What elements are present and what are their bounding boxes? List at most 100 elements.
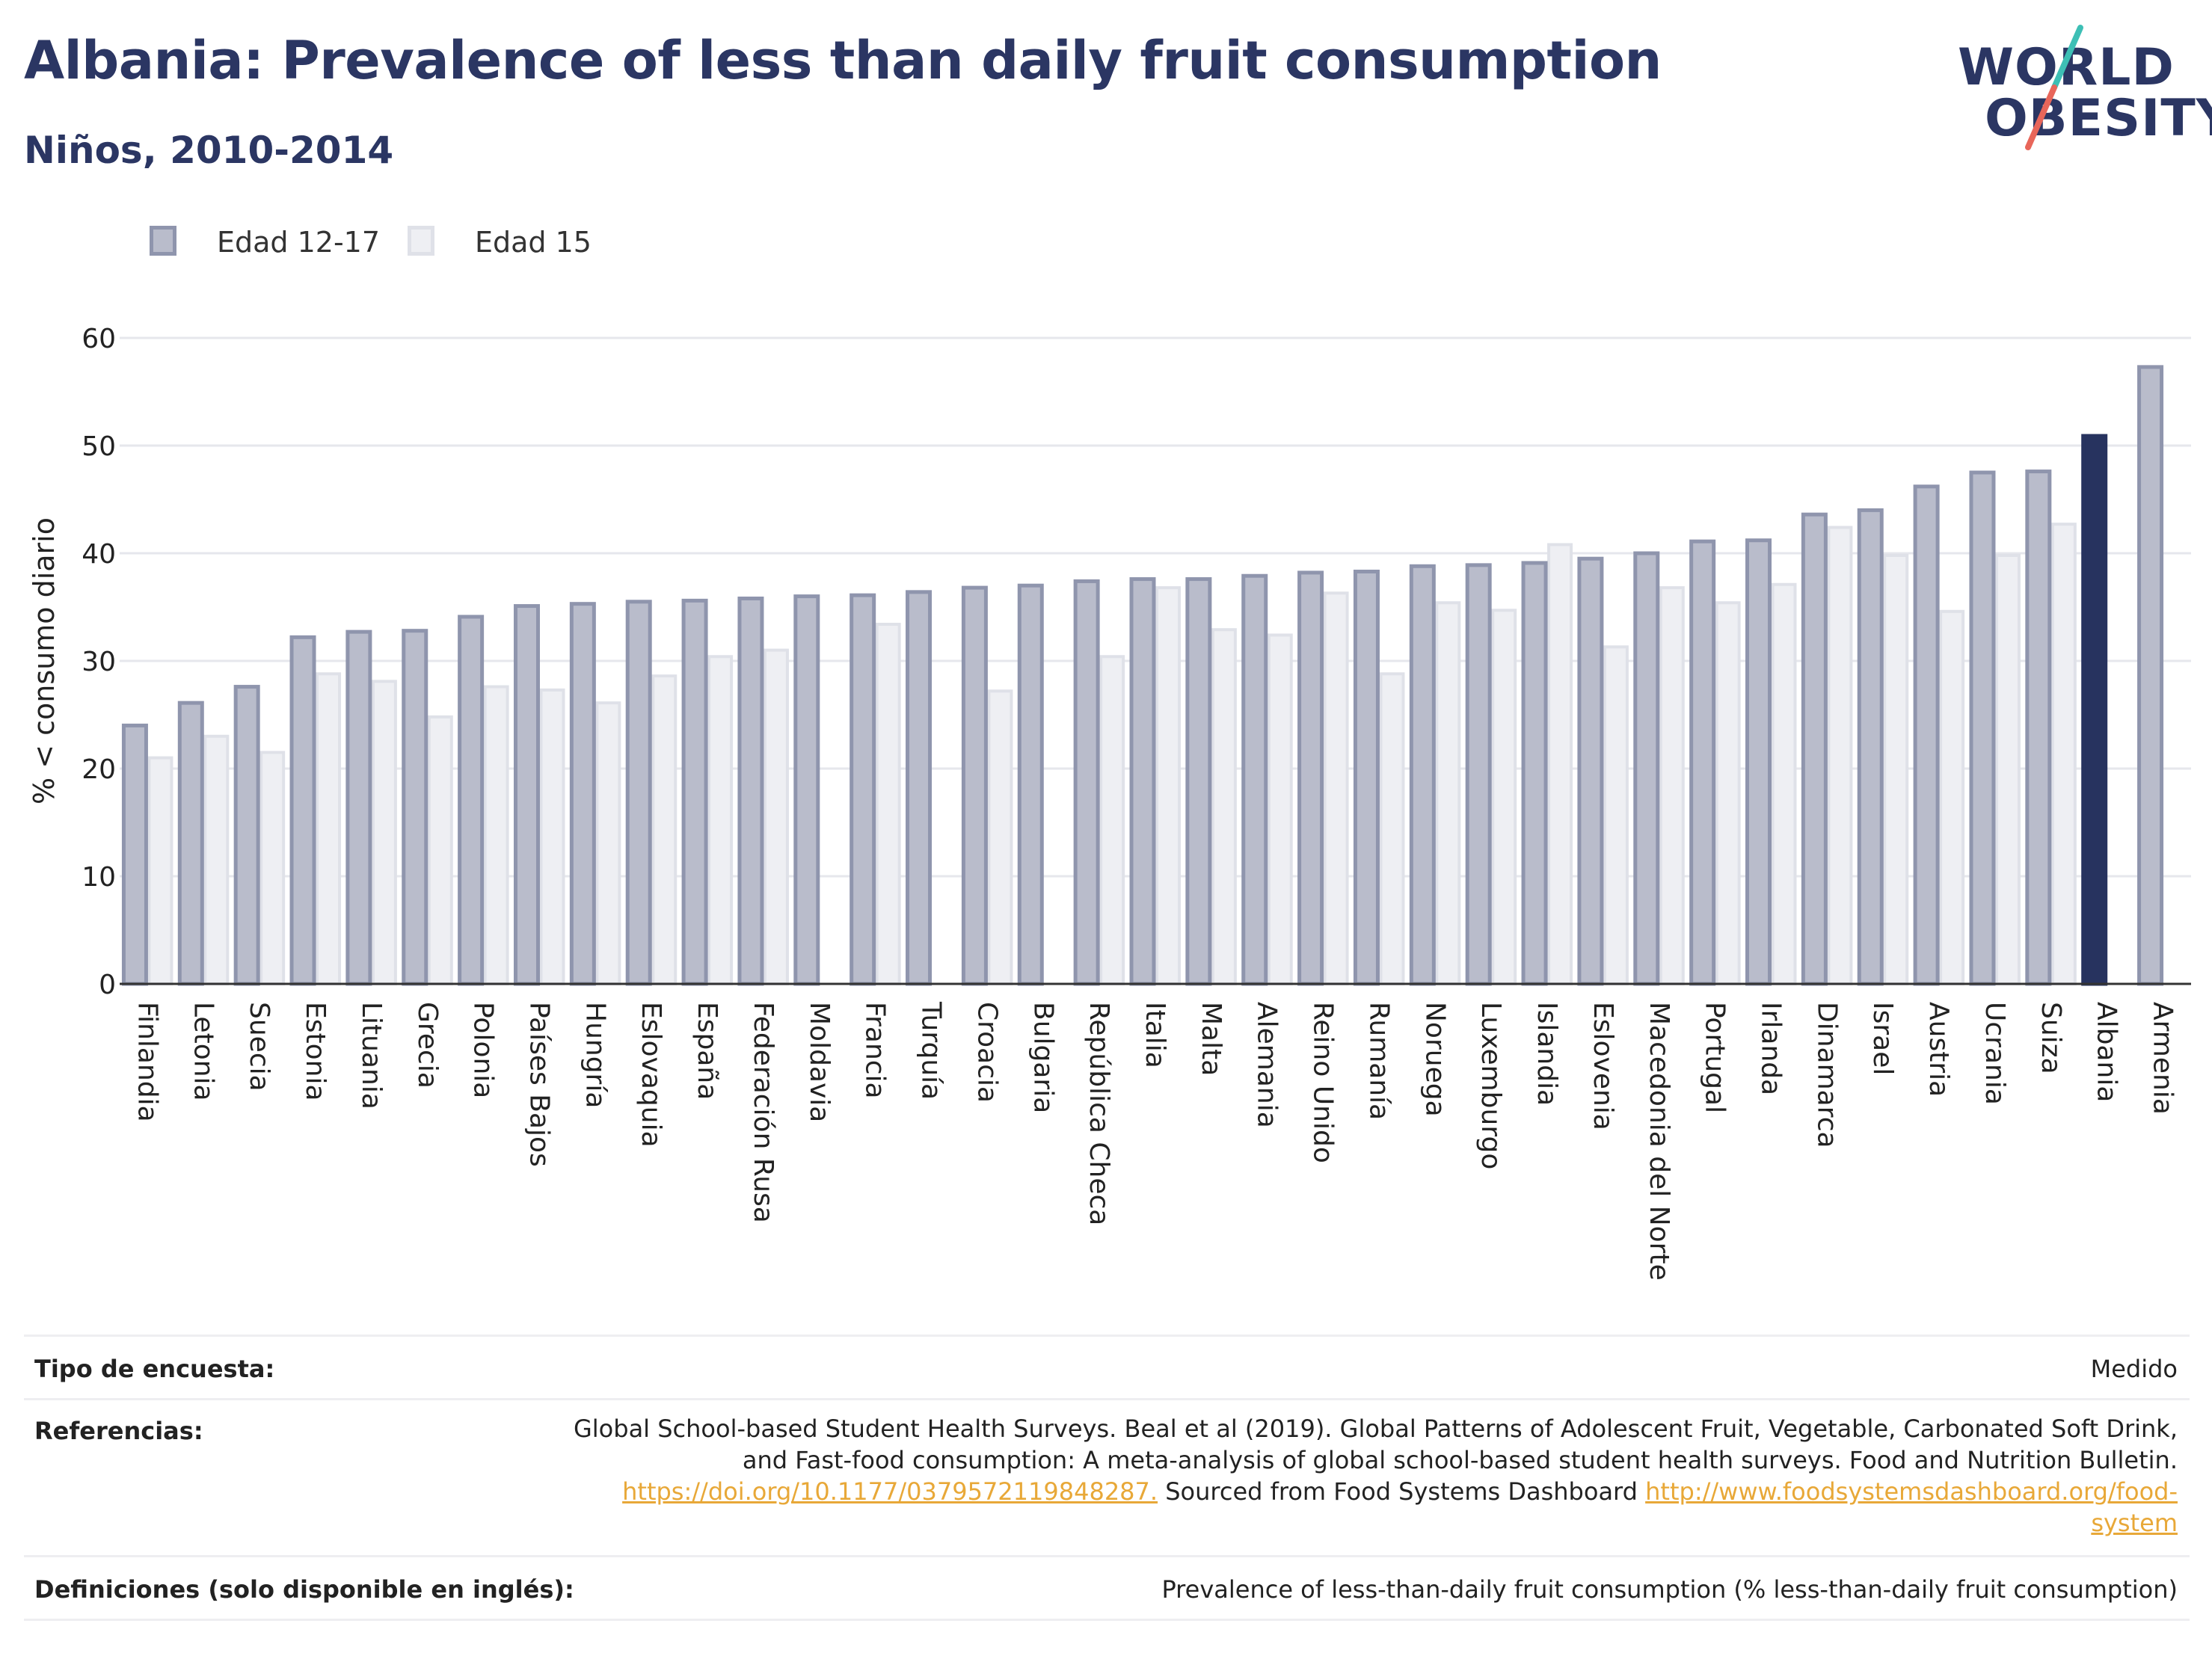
- legend-swatch-edad-12-17: [150, 226, 176, 256]
- bar-edad-12-17: [1185, 577, 1212, 986]
- x-tick-label: Eslovenia: [1588, 1002, 1618, 1130]
- references-label: Referencias:: [34, 1417, 203, 1445]
- bar-edad-12-17: [402, 629, 428, 986]
- bar-edad-12-17: [1353, 569, 1380, 986]
- logo-word-obesity: OBESITY: [1985, 89, 2212, 148]
- legend-label-edad-15: Edad 15: [475, 226, 592, 259]
- x-tick-label: Albania: [2092, 1002, 2122, 1102]
- bar-edad-15: [259, 751, 286, 986]
- references-line-4: system: [574, 1507, 2178, 1539]
- bar-edad-12-17: [1689, 539, 1716, 986]
- bar-edad-12-17: [177, 701, 204, 986]
- bar-edad-12-17: [345, 630, 372, 986]
- bar-edad-15: [1715, 601, 1741, 985]
- y-tick-label: 0: [99, 970, 116, 1000]
- footer-divider: [24, 1619, 2190, 1621]
- x-tick-label: Federación Rusa: [748, 1002, 778, 1223]
- bar-edad-12-17: [737, 596, 764, 986]
- bar-edad-12-17: [569, 602, 596, 986]
- y-tick-label: 50: [82, 431, 116, 462]
- bar-edad-12-17: [1409, 564, 1436, 986]
- x-tick-label: Italia: [1140, 1002, 1170, 1068]
- bar-edad-12-17: [1633, 551, 1660, 986]
- bar-edad-12-17: [1913, 484, 1940, 986]
- x-tick-label: Luxemburgo: [1475, 1002, 1506, 1169]
- y-tick-label: 10: [82, 862, 116, 893]
- x-tick-label: Ucrania: [1979, 1002, 2010, 1105]
- bar-edad-12-17: [1297, 570, 1324, 986]
- x-tick-label: Lituania: [356, 1002, 387, 1109]
- bar-edad-15: [371, 680, 397, 985]
- bar-edad-12-17: [1017, 583, 1044, 986]
- bar-edad-15: [1155, 586, 1181, 985]
- x-tick-label: Malta: [1196, 1002, 1226, 1076]
- bar-edad-12-17: [458, 615, 485, 986]
- references-mid-text: Sourced from Food Systems Dashboard: [1158, 1477, 1646, 1506]
- x-tick-label: Francia: [860, 1002, 891, 1099]
- x-tick-label: Turquía: [916, 1001, 947, 1100]
- bar-edad-12-17: [1465, 563, 1492, 986]
- y-tick-label: 30: [82, 647, 116, 677]
- legend-swatch-edad-15: [408, 226, 434, 256]
- food-systems-dashboard-link-continued[interactable]: system: [2091, 1509, 2178, 1537]
- references-text: Global School-based Student Health Surve…: [574, 1413, 2178, 1539]
- bar-edad-12-17: [2137, 365, 2164, 986]
- bar-edad-12-17: [1129, 577, 1156, 986]
- bar-edad-15: [1659, 586, 1685, 985]
- x-tick-label: Alemania: [1252, 1002, 1282, 1128]
- bar-edad-15: [875, 623, 901, 985]
- y-axis-label: % < consumo diario: [28, 517, 61, 804]
- page-subtitle: Niños, 2010-2014: [24, 129, 394, 172]
- survey-type-value: Medido: [2090, 1355, 2178, 1383]
- bar-edad-12-17: [793, 594, 820, 986]
- x-tick-label: República Checa: [1084, 1002, 1114, 1225]
- x-tick-label: Macedonia del Norte: [1644, 1002, 1674, 1281]
- legend-label-edad-12-17: Edad 12-17: [217, 226, 381, 259]
- bar-edad-15: [2050, 523, 2077, 985]
- x-tick-label: Noruega: [1419, 1002, 1450, 1117]
- x-tick-label: Portugal: [1700, 1002, 1730, 1113]
- x-tick-label: Estonia: [300, 1002, 331, 1101]
- bar-edad-12-17: [625, 600, 652, 986]
- bar-edad-15: [1547, 543, 1573, 985]
- bar-edad-12-17: [1969, 470, 1996, 986]
- food-systems-dashboard-link[interactable]: http://www.foodsystemsdashboard.org/food…: [1645, 1477, 2178, 1506]
- bar-edad-12-17: [513, 604, 540, 986]
- bar-edad-12-17: [121, 723, 148, 986]
- bar-edad-12-17: [1577, 556, 1604, 986]
- bar-edad-12-17: [961, 585, 988, 986]
- x-tick-label: Suecia: [244, 1002, 274, 1092]
- y-tick-label: 60: [82, 324, 116, 354]
- x-tick-label: Países Bajos: [523, 1002, 554, 1167]
- page-title: Albania: Prevalence of less than daily f…: [24, 30, 1662, 91]
- bar-edad-15: [1603, 645, 1629, 986]
- bar-edad-12-17: [681, 598, 708, 986]
- bar-edad-15: [707, 655, 734, 985]
- bar-edad-15: [1267, 633, 1293, 985]
- bar-chart: 0 10 20 30 40 50 60 % < consumo diario Finlandia…: [28, 324, 2191, 1281]
- bar-edad-15: [427, 715, 453, 985]
- x-tick-label: Hungría: [580, 1002, 610, 1108]
- bar-edad-15: [1211, 628, 1237, 985]
- x-tick-label: Armenia: [2148, 1002, 2178, 1115]
- x-tick-label: España: [692, 1002, 722, 1100]
- references-line-2: and Fast-food consumption: A meta-analys…: [742, 1446, 2178, 1474]
- x-tick-label: Rumanía: [1363, 1002, 1394, 1120]
- doi-link[interactable]: https://doi.org/10.1177/0379572119848287…: [622, 1477, 1158, 1506]
- bar-edad-15: [1939, 609, 1965, 985]
- bar-edad-15: [1099, 655, 1125, 985]
- x-tick-label: Croacia: [971, 1002, 1002, 1103]
- bar-edad-12-17: [1745, 538, 1772, 986]
- x-tick-label: Dinamarca: [1811, 1002, 1842, 1148]
- bar-edad-12-17: [906, 590, 933, 986]
- y-tick-label: 40: [82, 539, 116, 570]
- bar-edad-12-17-highlight: [2081, 434, 2108, 986]
- bar-edad-12-17: [1857, 508, 1884, 986]
- x-tick-label: Austria: [1923, 1002, 1954, 1097]
- bar-edad-15: [483, 685, 509, 985]
- bar-edad-15: [595, 701, 621, 985]
- bar-edad-15: [763, 648, 789, 985]
- x-tick-label: Grecia: [412, 1002, 443, 1089]
- bar-edad-12-17: [289, 635, 316, 986]
- x-tick-label: Suiza: [2036, 1002, 2066, 1074]
